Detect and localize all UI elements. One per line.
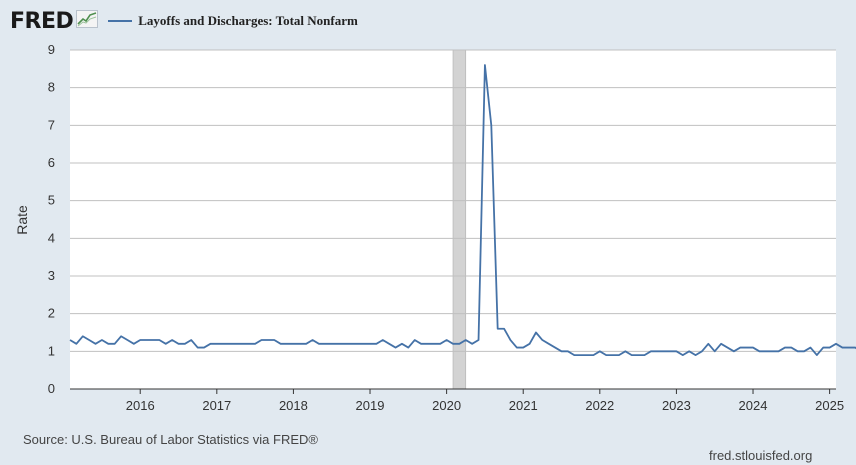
y-tick-label: 7	[48, 117, 55, 132]
legend-swatch	[108, 20, 133, 22]
series-line	[69, 64, 856, 357]
recession-shading	[452, 49, 467, 390]
y-tick-label: 6	[48, 155, 55, 170]
legend-series-label: Layoffs and Discharges: Total Nonfarm	[138, 13, 358, 28]
x-tick-label: 2022	[585, 398, 614, 413]
y-tick-label: 2	[48, 306, 55, 321]
x-tick-label: 2023	[662, 398, 691, 413]
x-tick-label: 2018	[279, 398, 308, 413]
x-tick-label: 2025	[815, 398, 844, 413]
y-tick-label: 8	[48, 80, 55, 95]
y-tick-label: 9	[48, 42, 55, 57]
fred-logo[interactable]: FRED	[10, 8, 99, 34]
y-tick-label: 5	[48, 193, 55, 208]
x-tick-label: 2024	[739, 398, 768, 413]
x-tick-label: 2016	[126, 398, 155, 413]
x-tick-label: 2020	[432, 398, 461, 413]
chart-header: FRED Layoffs and Discharges: Total Nonfa…	[10, 8, 358, 34]
x-tick-label: 2019	[356, 398, 385, 413]
fred-logo-text: FRED	[10, 8, 74, 34]
source-note: Source: U.S. Bureau of Labor Statistics …	[23, 432, 318, 447]
y-tick-label: 0	[48, 381, 55, 396]
site-url[interactable]: fred.stlouisfed.org	[709, 448, 813, 463]
fred-chart-icon	[76, 9, 99, 33]
y-tick-label: 3	[48, 268, 55, 283]
x-tick-label: 2021	[509, 398, 538, 413]
y-tick-label: 4	[48, 230, 55, 245]
x-tick-label: 2017	[202, 398, 231, 413]
y-tick-label: 1	[48, 343, 55, 358]
chart-legend: Layoffs and Discharges: Total Nonfarm	[108, 13, 358, 29]
